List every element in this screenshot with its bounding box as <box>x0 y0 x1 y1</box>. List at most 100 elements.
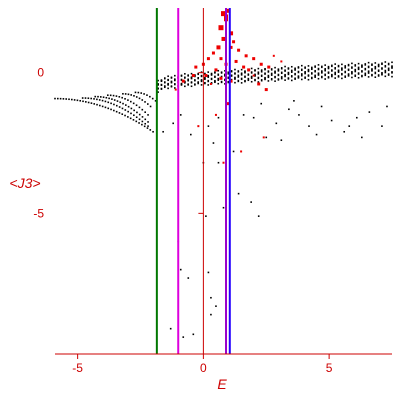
data-point <box>125 104 127 106</box>
data-point <box>374 66 377 69</box>
data-point <box>250 75 253 78</box>
data-point <box>327 72 330 74</box>
data-point <box>237 74 240 77</box>
data-point <box>247 78 250 81</box>
data-point <box>257 67 260 70</box>
data-point <box>377 74 380 76</box>
data-point <box>274 71 276 73</box>
data-point <box>354 64 357 66</box>
data-point <box>307 70 310 73</box>
data-point <box>96 98 98 101</box>
vertical-line-layer <box>155 8 231 354</box>
data-point <box>210 77 213 80</box>
data-point <box>354 70 357 73</box>
data-point <box>247 74 250 76</box>
data-point <box>304 70 306 73</box>
data-point <box>227 80 230 83</box>
data-point <box>113 99 116 101</box>
data-point <box>341 68 343 70</box>
data-point <box>141 99 144 101</box>
data-point <box>259 62 263 66</box>
data-point <box>367 66 370 69</box>
data-point <box>180 82 183 85</box>
data-point <box>311 73 313 75</box>
data-point <box>149 129 152 131</box>
data-point <box>260 102 263 105</box>
data-point <box>254 78 256 81</box>
data-point <box>300 68 303 71</box>
data-point <box>101 105 104 108</box>
data-point <box>324 74 326 77</box>
data-point <box>121 113 124 115</box>
data-point <box>73 99 76 101</box>
data-point <box>244 71 246 74</box>
data-point <box>151 97 154 100</box>
data-point <box>377 65 380 68</box>
data-point <box>118 106 121 108</box>
data-point <box>347 64 350 67</box>
data-point <box>187 78 189 81</box>
data-point <box>327 66 330 69</box>
data-point <box>250 72 253 74</box>
data-point <box>222 161 225 164</box>
data-point <box>290 69 293 72</box>
data-point <box>227 71 230 74</box>
data-point <box>170 85 173 87</box>
data-point <box>237 70 240 72</box>
data-point <box>334 67 336 70</box>
data-point <box>270 68 273 70</box>
data-point <box>331 65 333 68</box>
data-point <box>364 67 367 70</box>
data-point <box>331 64 333 67</box>
data-point <box>371 69 373 71</box>
data-point <box>290 79 293 82</box>
data-point <box>204 74 208 78</box>
data-point <box>354 69 357 72</box>
data-point <box>110 108 112 111</box>
data-point <box>133 95 135 97</box>
data-point <box>334 67 336 69</box>
data-point <box>260 75 263 78</box>
data-point <box>324 68 326 70</box>
data-point <box>347 63 350 66</box>
data-point <box>82 100 84 103</box>
data-point <box>277 79 280 81</box>
data-point <box>260 69 263 71</box>
data-point <box>257 215 260 217</box>
data-point <box>244 80 246 83</box>
data-point <box>234 76 236 79</box>
data-point <box>234 68 236 71</box>
data-point <box>284 65 286 68</box>
data-point <box>347 69 350 72</box>
data-point <box>115 110 118 113</box>
data-point <box>149 105 152 108</box>
data-point <box>277 78 280 80</box>
data-point <box>270 69 273 71</box>
data-point <box>127 110 129 113</box>
data-point <box>160 83 163 86</box>
data-point <box>284 73 286 76</box>
y-tick-label: 0 <box>37 66 44 80</box>
data-point <box>391 72 393 74</box>
data-point <box>297 75 300 77</box>
data-point <box>179 114 182 116</box>
data-point <box>297 71 300 74</box>
data-point <box>391 65 393 67</box>
data-point <box>277 73 280 76</box>
data-point <box>207 71 210 73</box>
data-point <box>317 77 320 80</box>
data-point <box>374 72 377 75</box>
data-point <box>343 130 346 133</box>
data-point <box>321 70 323 72</box>
x-axis-title: E <box>217 376 227 392</box>
data-point <box>304 71 306 74</box>
data-point <box>93 98 95 100</box>
data-point <box>384 61 387 63</box>
data-point <box>274 66 276 69</box>
data-point <box>361 70 363 72</box>
data-point <box>227 76 230 79</box>
data-point <box>115 95 118 97</box>
data-point <box>371 63 373 66</box>
data-point <box>250 201 252 203</box>
data-point <box>200 71 203 73</box>
